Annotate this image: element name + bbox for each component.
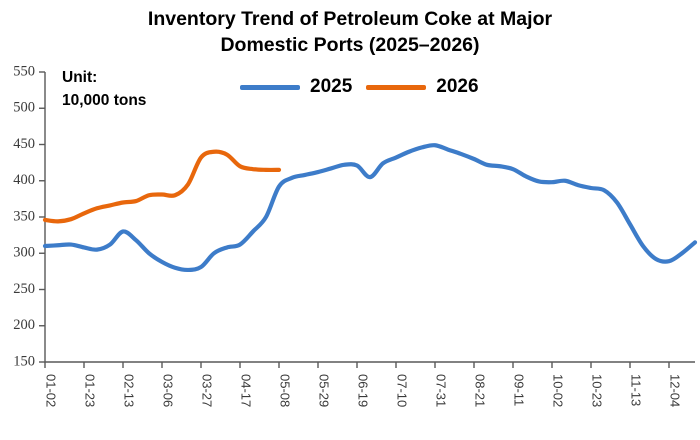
x-tick-label: 03-27 [200,374,215,407]
x-tick-label: 02-13 [122,374,137,407]
x-tick-label: 07-10 [395,374,410,407]
legend-item-2025[interactable]: 2025 [240,76,352,98]
y-tick-label: 350 [13,208,35,224]
y-tick-label: 250 [13,281,35,297]
legend-swatch-2025 [240,84,300,90]
axis-lines [44,72,695,363]
chart-title-line-2: Domestic Ports (2025–2026) [220,34,480,56]
x-tick-label: 12-04 [668,374,683,407]
x-tick-label: 05-29 [317,374,332,407]
chart-title: Inventory Trend of Petroleum Coke at Maj… [90,6,610,58]
y-tick-label: 550 [13,63,35,79]
legend-label-2026: 2026 [436,76,479,97]
legend-swatch-2026 [366,84,427,90]
unit-label-line-1: Unit: [62,69,98,86]
x-tick-label: 11-13 [629,374,644,406]
x-tick-label: 01-23 [83,374,98,407]
unit-annotation: Unit: 10,000 tons [62,66,212,112]
legend-label-2025: 2025 [310,76,353,97]
series-line-2026 [42,149,282,224]
x-tick-label: 03-06 [161,374,176,407]
x-tick-label: 07-31 [434,374,449,407]
x-axis-ticks: 01-02 01-23 02-13 03-06 03-27 04-17 05-08 05-29… [44,362,683,407]
y-tick-label: 400 [13,172,35,188]
x-tick-label: 10-23 [590,374,605,407]
x-tick-label: 05-08 [278,374,293,407]
y-tick-label: 200 [13,317,35,333]
y-tick-label: 150 [13,353,35,369]
y-tick-label: 500 [13,100,35,116]
x-tick-label: 09-11 [512,374,527,406]
series-line-2025 [42,143,698,273]
chart-title-line-1: Inventory Trend of Petroleum Coke at Maj… [147,8,553,30]
x-tick-label: 06-19 [356,374,371,407]
y-tick-label: 450 [13,136,35,152]
unit-label-line-2: 10,000 tons [62,92,147,109]
x-tick-label: 01-02 [44,374,59,407]
chart-legend: 2025 2026 [240,76,479,98]
x-tick-label: 10-02 [551,374,566,407]
x-tick-label: 08-21 [473,374,488,407]
x-tick-label: 04-17 [239,374,254,407]
data-series [42,143,698,273]
legend-item-2026[interactable]: 2026 [366,76,479,98]
y-tick-label: 300 [13,245,35,261]
y-axis-ticks: 150 200 250 300 350 400 450 500 550 [13,63,45,369]
